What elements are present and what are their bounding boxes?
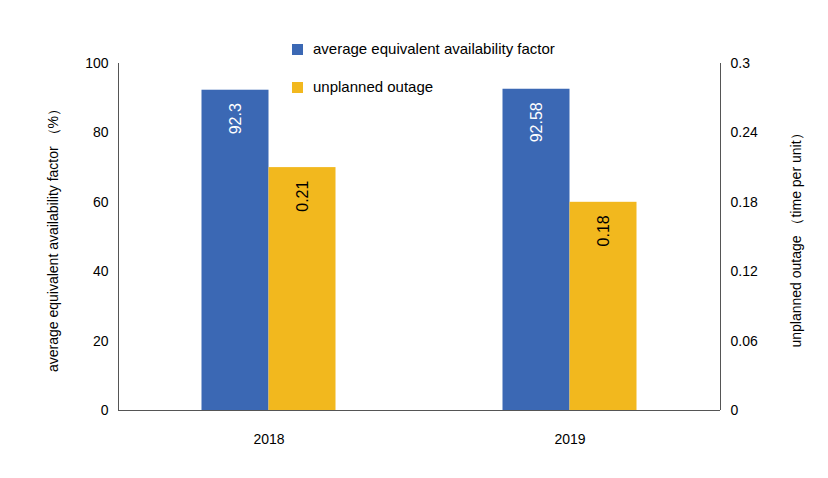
svg-text:average equivalent availabilit: average equivalent availability factor （… — [45, 102, 61, 372]
svg-text:20: 20 — [93, 333, 109, 349]
svg-text:60: 60 — [93, 194, 109, 210]
svg-text:92.3: 92.3 — [227, 103, 244, 134]
html-text:unplanned outage: unplanned outage — [313, 78, 434, 95]
svg-text:0.18: 0.18 — [595, 215, 612, 246]
html-text:average equivalent availabilit: average equivalent availability factor — [313, 40, 555, 57]
svg-text:unplanned outage （time per uni: unplanned outage （time per unit） — [788, 126, 804, 347]
svg-text:0.24: 0.24 — [731, 124, 758, 140]
svg-text:0.21: 0.21 — [294, 180, 311, 211]
svg-text:100: 100 — [85, 55, 109, 71]
svg-text:0.06: 0.06 — [731, 333, 758, 349]
svg-text:40: 40 — [93, 263, 109, 279]
svg-text:80: 80 — [93, 124, 109, 140]
svg-text:0.3: 0.3 — [731, 55, 751, 71]
svg-text:92.58: 92.58 — [528, 102, 545, 142]
svg-text:0.18: 0.18 — [731, 194, 758, 210]
svg-text:2019: 2019 — [554, 431, 585, 447]
svg-text:0: 0 — [731, 402, 739, 418]
svg-text:0.12: 0.12 — [731, 263, 758, 279]
svg-text:0: 0 — [101, 402, 109, 418]
svg-text:2018: 2018 — [253, 431, 284, 447]
